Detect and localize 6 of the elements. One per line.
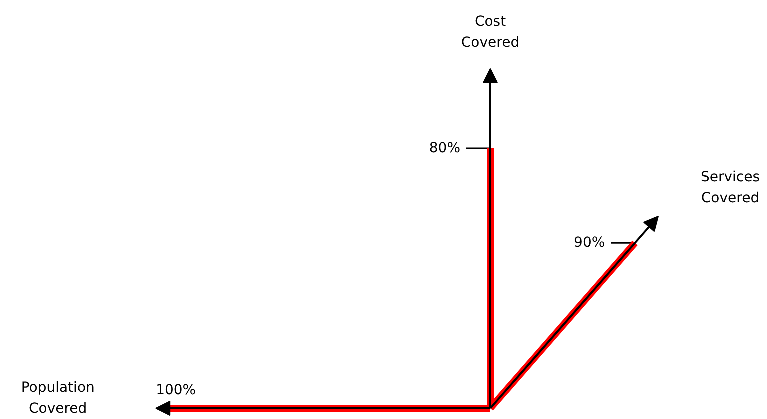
category-label: Cost Covered: [461, 14, 520, 51]
data-label: 90%: [574, 235, 606, 252]
data-label: 100%: [156, 382, 196, 398]
category-label: Services Covered: [700, 170, 760, 207]
category-label: Population Covered: [21, 380, 95, 417]
data-label: 80%: [429, 140, 461, 156]
